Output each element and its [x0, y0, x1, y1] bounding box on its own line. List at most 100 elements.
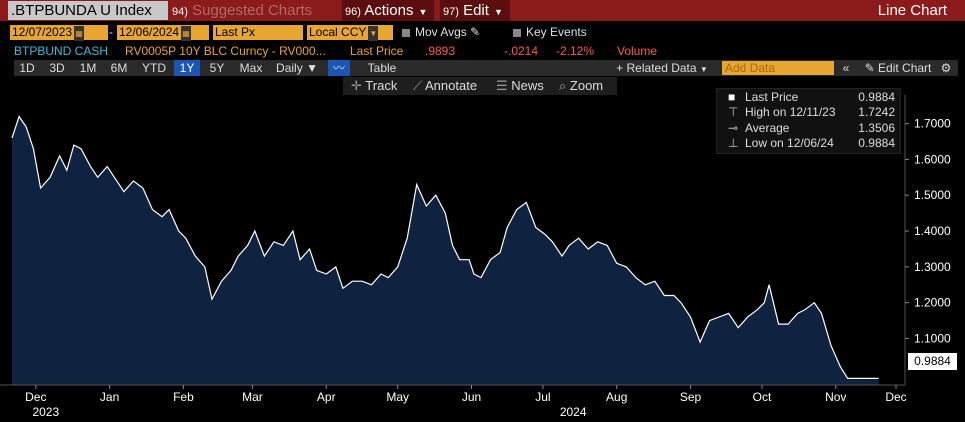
range-5y[interactable]: 5Y: [209, 61, 225, 75]
chart-type-label: Line Chart: [877, 2, 947, 19]
calendar-icon[interactable]: ▦: [181, 26, 192, 41]
change-value: -.0214: [504, 44, 539, 58]
x-year-label: 2023: [32, 405, 59, 419]
edit-chart-label: Edit Chart: [878, 61, 932, 75]
y-tick-label: 1.7000: [914, 117, 951, 131]
news-icon: ☰: [496, 78, 508, 93]
x-tick-label: May: [386, 390, 409, 404]
security-name: BTPBUND CASH: [14, 44, 109, 58]
pencil-icon[interactable]: ✎: [470, 25, 481, 39]
crosshair-icon: ✛: [351, 78, 362, 93]
price-field-value: Last Px: [215, 25, 256, 39]
news-label: News: [511, 78, 544, 93]
legend-last-label: Last Price: [745, 90, 799, 104]
news-tool[interactable]: ☰ News: [496, 77, 544, 95]
change-pct: -2.12%: [556, 44, 595, 58]
average-marker-icon: ⊸: [728, 121, 739, 135]
series-line-last-price[interactable]: [11, 115, 879, 379]
legend-high-value: 1.7242: [858, 105, 895, 119]
legend-average-label: Average: [745, 121, 790, 135]
x-tick-label: Dec: [25, 390, 46, 404]
mov-avgs-toggle[interactable]: Mov Avgs ✎: [402, 25, 480, 40]
y-tick-label: 1.4000: [914, 224, 951, 238]
x-tick-label: Mar: [242, 390, 263, 404]
legend-low-label: Low on 12/06/24: [745, 136, 834, 150]
table-button[interactable]: Table: [367, 61, 397, 75]
price-field-select[interactable]: Last Px: [213, 25, 303, 40]
range-ytd[interactable]: YTD: [142, 61, 166, 75]
track-tool[interactable]: ✛ Track: [351, 77, 397, 95]
suggested-num: 94): [172, 6, 188, 18]
magnifier-icon: ⌕: [559, 78, 567, 93]
edit-chart-button[interactable]: ✎ Edit Chart: [860, 60, 936, 76]
range-6m[interactable]: 6M: [110, 61, 128, 75]
caret-down-icon: ▼: [418, 7, 428, 17]
annotate-label: Annotate: [425, 78, 478, 93]
x-tick-label: Jan: [100, 390, 119, 404]
edit-num: 97): [443, 6, 459, 18]
high-marker-icon: ⊤: [728, 105, 739, 119]
x-tick-label: Apr: [317, 390, 336, 404]
range-1d[interactable]: 1D: [19, 61, 35, 75]
legend-low-value: 0.9884: [858, 136, 895, 150]
plus-icon: +: [616, 61, 624, 75]
series-area: [12, 116, 879, 385]
frequency-value: Daily: [276, 61, 303, 75]
annotate-icon: ⟋: [413, 78, 423, 93]
dropdown-icon[interactable]: ▼: [368, 26, 379, 41]
chart-toolbar: ✛ Track ⟋ Annotate ☰ News ⌕ Zoom: [343, 77, 617, 95]
end-date-field[interactable]: 12/06/2024 ▦: [117, 25, 209, 41]
legend-high-label: High on 12/11/23: [745, 105, 836, 119]
x-tick-label: Jul: [535, 390, 550, 404]
white-square-icon: ■: [728, 90, 736, 104]
actions-label: Actions: [364, 2, 414, 19]
legend-high: ⊤ High on 12/11/23 1.7242: [717, 105, 900, 120]
related-data-label: Related Data: [626, 61, 697, 75]
edit-menu[interactable]: 97) Edit ▼: [440, 0, 510, 21]
x-tick-label: Sep: [680, 390, 702, 404]
legend-low: ⊥ Low on 12/06/24 0.9884: [717, 136, 900, 151]
suggested-charts-menu[interactable]: 94) Suggested Charts: [172, 0, 332, 21]
collapse-icon[interactable]: «: [842, 61, 850, 75]
volume-label: Volume: [617, 44, 658, 58]
y-tick-label: 1.2000: [914, 296, 951, 310]
legend-average: ⊸ Average 1.3506: [717, 121, 900, 136]
actions-menu[interactable]: 96) Actions ▼: [342, 0, 434, 21]
pencil-icon: ✎: [864, 61, 875, 75]
gear-icon[interactable]: ⚙: [940, 61, 952, 75]
currency-value: Local CCY: [309, 25, 367, 39]
range-3d[interactable]: 3D: [49, 61, 65, 75]
time-range-bar: 1D 3D 1M 6M YTD 1Y 5Y Max Daily ▼ 〰 Tabl…: [14, 60, 958, 76]
annotate-tool[interactable]: ⟋ Annotate: [413, 77, 477, 95]
mov-avgs-label: Mov Avgs: [415, 25, 467, 39]
zoom-label: Zoom: [569, 78, 604, 93]
related-data-button[interactable]: + Related Data ▼: [610, 60, 714, 76]
suggested-label: Suggested Charts: [192, 2, 313, 19]
last-price-marker: 0.9884: [908, 353, 957, 370]
x-tick-label: Feb: [173, 390, 194, 404]
checkbox-icon[interactable]: [513, 28, 521, 37]
start-date-field[interactable]: 12/07/2023 ▦: [10, 25, 108, 41]
range-max[interactable]: Max: [239, 61, 263, 75]
line-chart-icon[interactable]: 〰: [328, 60, 350, 76]
range-1y[interactable]: 1Y: [174, 60, 200, 76]
x-tick-label: Dec: [885, 390, 906, 404]
edit-label: Edit: [463, 2, 489, 19]
key-events-toggle[interactable]: Key Events: [513, 25, 587, 40]
ticker-field[interactable]: .BTPBUNDA U Index: [8, 1, 168, 20]
x-tick-label: Nov: [825, 390, 846, 404]
frequency-select[interactable]: Daily ▼: [271, 60, 323, 76]
add-data-input[interactable]: Add Data: [722, 61, 834, 75]
low-marker-icon: ⊥: [728, 136, 739, 150]
currency-select[interactable]: Local CCY ▼: [307, 25, 393, 41]
calendar-icon[interactable]: ▦: [74, 26, 85, 41]
range-1m[interactable]: 1M: [79, 61, 97, 75]
x-tick-label: Jun: [462, 390, 481, 404]
checkbox-icon[interactable]: [402, 28, 410, 37]
zoom-tool[interactable]: ⌕ Zoom: [559, 77, 603, 95]
last-price-label: Last Price: [350, 44, 404, 58]
last-price-value: .9893: [425, 44, 456, 58]
legend-last: ■ Last Price 0.9884: [717, 90, 900, 105]
chart-legend: ■ Last Price 0.9884 ⊤ High on 12/11/23 1…: [716, 88, 901, 154]
end-date-value: 12/06/2024: [119, 25, 180, 39]
